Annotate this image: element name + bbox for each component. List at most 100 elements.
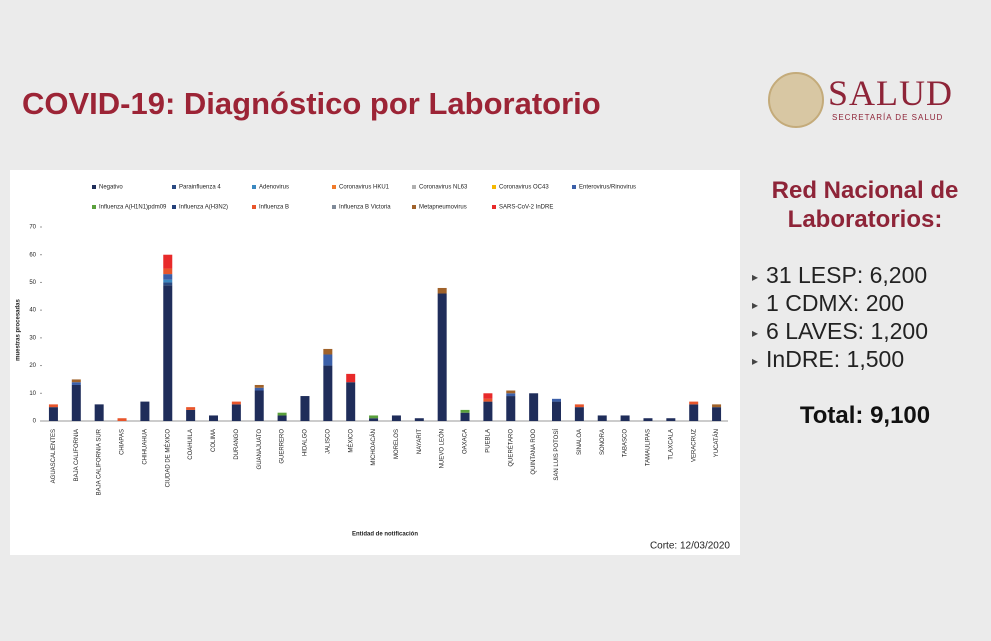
legend-label: Negativo [99,185,123,191]
legend-label: Coronavirus OC43 [499,185,549,191]
x-tick-label: CIUDAD DE MÉXICO [164,429,171,488]
x-tick-label: CHIHUAHUA [142,429,148,465]
bar-segment [323,348,333,355]
bar-segment [163,285,173,421]
x-tick-label: DURANGO [234,429,240,460]
legend-swatch [172,185,176,189]
chart-background [10,170,740,555]
panel-item: 1 CDMX: 200 [752,290,904,317]
bar-segment [483,393,493,399]
bar-segment [506,396,516,421]
bar-segment [369,418,379,421]
bar-segment [574,404,584,408]
bar-segment [71,379,81,383]
bar-segment [163,268,173,275]
bar-segment [163,274,173,280]
bar-segment [323,354,333,366]
x-tick-label: QUERÉTARO [507,429,514,467]
legend-swatch [332,205,336,209]
bar-segment [277,415,287,421]
x-tick-label: NUEVO LEÓN [439,429,446,468]
bar-segment [437,293,447,421]
y-tick-label: 70 [29,225,36,231]
legend-label: Coronavirus NL63 [419,185,468,191]
legend-label: SARS-CoV-2 InDRE [499,205,553,211]
note: Corte: 12/03/2020 [650,541,730,552]
y-tick-label: 0 [33,419,37,425]
bar-segment [71,384,81,421]
legend-swatch [572,185,576,189]
bar-segment [254,390,264,421]
x-tick-label: HIDALGO [303,429,309,456]
bar-segment [437,287,447,294]
bar-segment [666,418,676,421]
bar-segment [48,407,58,421]
x-tick-label: PUEBLA [485,429,491,453]
bar-segment [414,418,424,421]
bar-segment [712,407,722,421]
y-tick-label: 50 [29,280,36,286]
bar-segment [71,382,81,385]
legend-swatch [492,185,496,189]
x-tick-label: MICHOACÁN [370,429,377,466]
bar-segment [506,393,516,397]
bar-segment [163,254,173,269]
bar-segment [369,415,379,419]
x-tick-label: SINALOA [577,429,583,455]
slide-title: COVID-19: Diagnóstico por Laboratorio [22,86,601,121]
legend-label: Influenza B [259,205,289,211]
y-tick-label: 60 [29,252,36,258]
x-tick-label: MÉXICO [347,429,354,453]
x-tick-label: YUCATÁN [713,429,720,457]
bar-segment [712,404,722,408]
bar-segment [323,365,333,421]
x-tick-label: COAHUILA [188,429,194,460]
x-tick-label: TAMAULIPAS [646,429,652,466]
panel-heading: Red Nacional de Laboratorios: [771,177,959,233]
bar-segment [277,412,287,416]
legend-swatch [92,205,96,209]
x-tick-label: BAJA CALIFORNIA [74,429,80,481]
legend-label: Coronavirus HKU1 [339,185,390,191]
legend-label: Metapneumovirus [419,205,467,211]
legend-label: Enterovirus/Rinovirus [579,185,636,191]
bar-segment [597,415,607,421]
x-tick-label: VERACRUZ [691,429,697,462]
x-tick-label: TLAXCALA [668,429,674,460]
y-tick-label: 30 [29,335,36,341]
bar-segment [483,398,493,402]
bar-segment [689,404,699,421]
bar-segment [552,401,561,421]
panel-item: 31 LESP: 6,200 [752,262,927,289]
legend-label: Parainfluenza 4 [179,185,221,191]
bar-segment [643,418,653,421]
legend-swatch [332,185,336,189]
bar-segment [231,404,241,421]
legend-label: Influenza A(H3N2) [179,205,228,211]
legend-swatch [92,185,96,189]
x-tick-label: GUANAJUATO [257,429,263,470]
x-tick-label: NAYARIT [417,429,423,454]
bar-segment [140,401,150,421]
bar-segment [620,415,630,421]
x-tick-label: OAXACA [463,429,469,454]
bar-segment [163,279,173,283]
legend-label: Influenza B Victoria [339,205,391,211]
logo-name: SALUD [828,73,954,113]
x-tick-label: SONORA [600,429,606,455]
bar-segment [186,407,196,410]
legend-swatch [252,185,256,189]
legend-swatch [252,205,256,209]
bar-segment [186,409,196,421]
y-tick-label: 40 [29,308,36,314]
bar-segment [552,398,561,402]
legend-swatch [412,205,416,209]
x-axis-label: Entidad de notificación [352,532,418,538]
logo-seal [768,72,824,128]
x-tick-label: GUERRERO [280,429,286,464]
bar-segment [94,404,104,421]
panel-item: 6 LAVES: 1,200 [752,318,928,345]
x-tick-label: CHIAPAS [120,429,126,455]
bar-segment [346,373,356,383]
